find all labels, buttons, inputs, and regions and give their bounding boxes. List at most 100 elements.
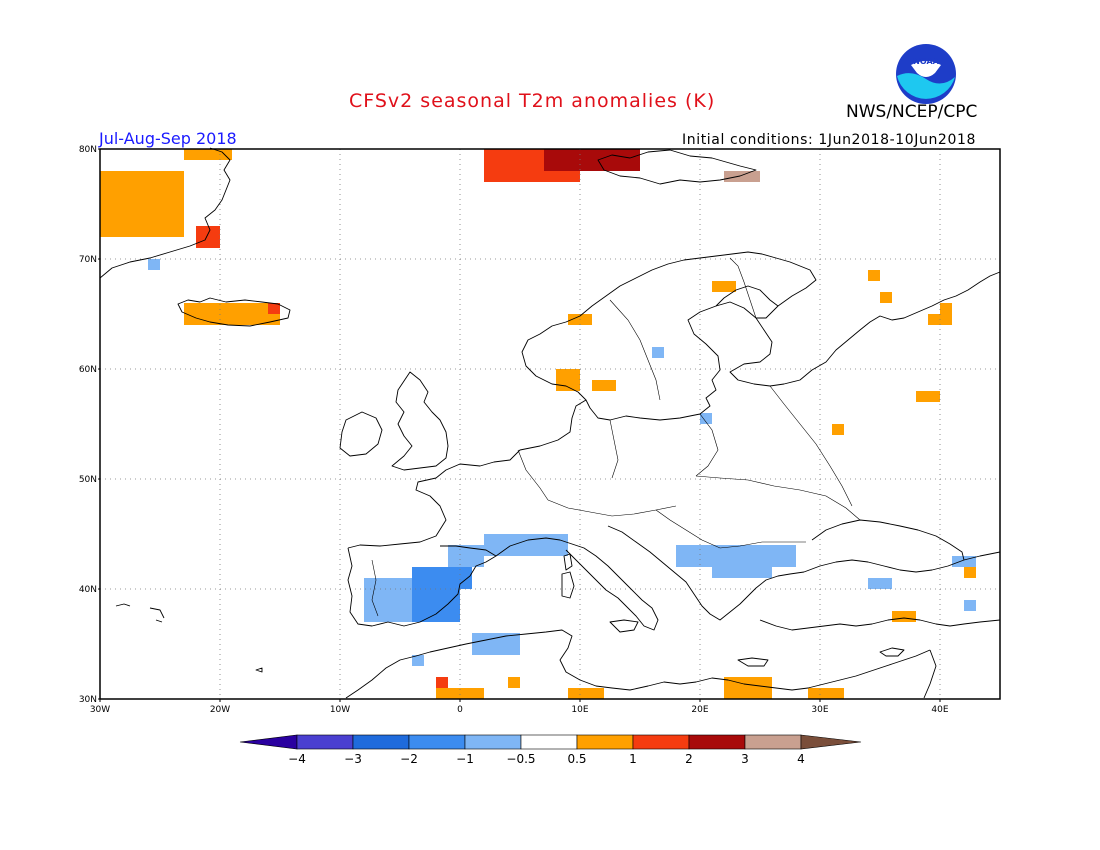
anomaly-cell [268,303,280,314]
coast-north-africa [345,629,931,699]
longitude-labels: 30W 20W 10W 0 10E 20E 30E 40E [90,699,949,715]
coast-greenland [99,147,231,279]
anomaly-cell [544,149,640,171]
colorbar-bin [800,734,862,750]
border-poland-east [695,413,719,477]
colorbar-tick-label: 1 [629,752,637,766]
anomaly-cell [712,281,736,292]
organization-label: NWS/NCEP/CPC [846,102,978,122]
anomaly-cell [484,534,568,556]
lon-label: 20W [210,705,230,715]
coast-levant [923,649,937,699]
initial-conditions: Initial conditions: 1Jun2018-10Jun2018 [682,132,976,148]
anomaly-cell [436,688,484,699]
anomaly-cell [868,578,892,589]
colorbar-tick-label: −1 [456,752,474,766]
colorbar-bin [632,734,690,750]
anomaly-cell [928,314,940,325]
anomaly-cell [652,347,664,358]
colorbar-bins [239,734,862,750]
lat-label: 30N [79,695,97,705]
border-balkans [655,509,806,549]
anomaly-cell [184,303,280,325]
lat-label: 60N [79,365,97,375]
anomaly-cell [964,600,976,611]
lon-label: 10W [330,705,350,715]
coast-balkans [607,525,805,621]
anomaly-cell [508,677,520,688]
colorbar-tick-label: 0.5 [567,752,586,766]
lat-label: 70N [79,255,97,265]
anomaly-cell [700,413,712,424]
latitude-labels: 80N 70N 60N 50N 40N 30N [79,145,100,705]
lon-label: 30E [811,705,828,715]
colorbar-tick-label: −2 [400,752,418,766]
border-france-germany [517,449,549,501]
coast-iberia [347,545,497,627]
coast-finland [715,285,779,307]
colorbar-tick-label: 3 [741,752,749,766]
anomaly-cell [472,633,520,655]
anomaly-cell [952,556,976,567]
coast-sicily [609,619,639,633]
colorbar-tick-label: −0.5 [506,752,535,766]
colorbar-bin [352,734,410,750]
anomaly-cell [832,424,844,435]
map-frame [99,148,1001,700]
colorbar-bin [744,734,802,750]
border-finland [729,257,757,319]
anomaly-cell [724,677,772,699]
anomaly-cell [412,655,424,666]
lon-label: 10E [571,705,588,715]
anomaly-cell [880,292,892,303]
forecast-period: Jul-Aug-Sep 2018 [99,129,237,148]
anomaly-cell [184,149,232,160]
lat-label: 50N [79,475,97,485]
anomaly-cell [592,380,616,391]
anomaly-cell [964,567,976,578]
noaa-logo: NOAA [896,44,956,104]
colorbar-bin [520,734,578,750]
coast-cyprus [879,647,905,657]
border-germany-poland [609,419,619,479]
anomaly-cell [196,226,220,248]
lat-label: 80N [79,145,97,155]
anomaly-cell [916,391,940,402]
coast-iceland [177,297,291,327]
coast-scandinavia [521,251,817,401]
anomaly-cell [940,303,952,325]
anomaly-cell [148,259,160,270]
coast-great-britain [391,371,449,471]
anomaly-cell [868,270,880,281]
anomaly-cell [892,611,916,622]
anomaly-cell [724,171,760,182]
coast-black-sea [811,519,965,561]
anomaly-cell [100,171,184,237]
colorbar-tick-label: −4 [288,752,306,766]
coast-ireland [339,411,383,457]
noaa-logo-text: NOAA [913,57,939,66]
border-spain-portugal [371,559,379,617]
colorbar-tick-label: −3 [344,752,362,766]
colorbar-bin [688,734,746,750]
coast-azores [115,603,165,623]
anomaly-cell [712,567,772,578]
anomaly-cell [676,545,796,567]
coast-sardinia [561,571,575,599]
coast-europe-mainland [347,271,1001,549]
anomaly-cells [100,149,976,699]
coast-italy [495,537,659,631]
lon-label: 30W [90,705,110,715]
colorbar-bin [576,734,634,750]
border-ukraine [695,475,861,521]
colorbar-ticks: −4 −3 −2 −1 −0.5 0.5 1 2 3 4 [288,752,805,766]
anomaly-cell [436,677,448,688]
colorbar-bin [296,734,354,750]
coastlines [99,147,1001,699]
border-scandinavia [609,299,661,401]
border-russia-west [769,385,853,507]
colorbar-tick-label: 2 [685,752,693,766]
colorbar-bin [239,734,298,750]
